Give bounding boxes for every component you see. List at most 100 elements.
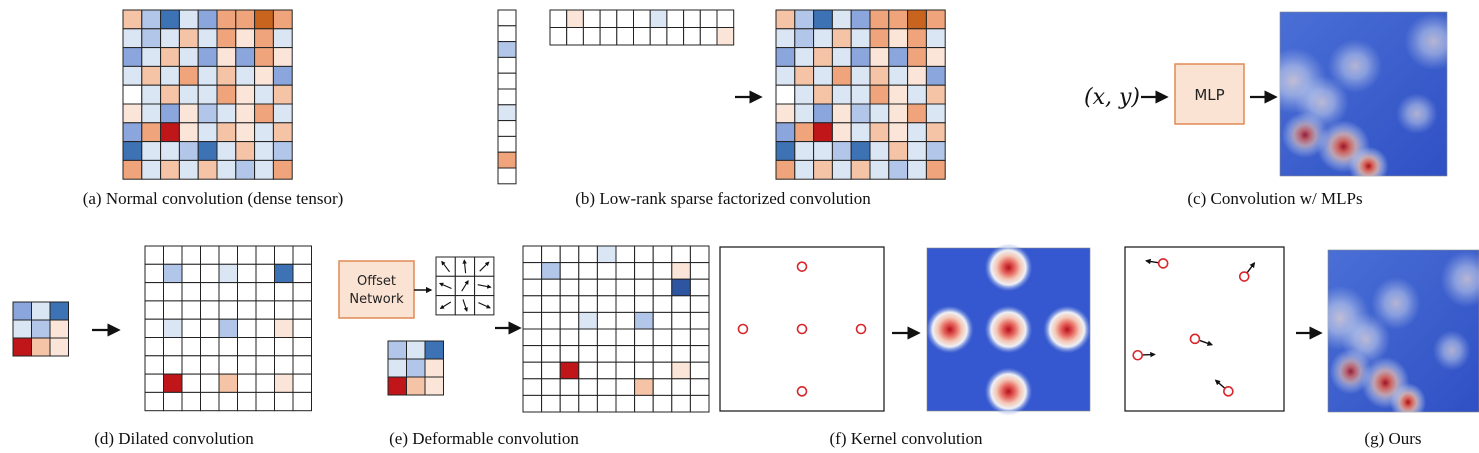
- reconstructed-cell: [813, 103, 833, 124]
- offset-arrow: [479, 261, 490, 272]
- reconstructed-cell: [888, 159, 909, 180]
- reconstructed-cell: [850, 103, 871, 124]
- deformable-grid-cell: [689, 295, 710, 313]
- reconstructed-cell: [831, 28, 852, 49]
- dense-tensor-cell: [272, 103, 293, 124]
- reconstructed-cell: [813, 9, 833, 30]
- factor-row-cell: [666, 9, 685, 28]
- dense-tensor-cell: [235, 9, 256, 30]
- dilated-kernel-cell: [49, 319, 69, 339]
- factor-row-cell: [666, 27, 685, 46]
- caption-b: (b) Low-rank sparse factorized convoluti…: [575, 189, 871, 208]
- deformable-grid-cell: [559, 311, 580, 330]
- dense-tensor-cell: [216, 47, 237, 67]
- dense-tensor-cell: [272, 122, 293, 143]
- reconstructed-cell: [775, 65, 796, 86]
- factor-row-cell: [599, 9, 618, 28]
- dilated-grid-cell: [181, 263, 201, 284]
- dense-tensor-cell: [216, 84, 237, 105]
- dilated-grid-cell: [144, 282, 164, 302]
- dense-tensor-cell: [160, 141, 180, 161]
- dense-tensor-cell: [254, 47, 274, 67]
- reconstructed-cell: [775, 103, 796, 124]
- dilated-grid-cell: [181, 373, 201, 393]
- deformable-grid-cell: [522, 278, 543, 297]
- dilated-grid-cell: [237, 337, 257, 357]
- factor-column-cell: [497, 41, 517, 58]
- dilated-grid-cell: [144, 391, 164, 412]
- dense-tensor-cell: [141, 65, 162, 86]
- deformable-kernel-3x3: [387, 340, 444, 396]
- dense-tensor-grid: [122, 9, 293, 180]
- factor-column-cell: [497, 88, 517, 106]
- heatmap-blob: [1389, 382, 1427, 412]
- reconstructed-cell: [925, 159, 946, 180]
- deformable-grid-cell: [652, 311, 673, 330]
- dilated-grid-cell: [292, 355, 312, 375]
- dense-tensor-cell: [272, 65, 293, 86]
- dense-tensor-cell: [272, 28, 293, 49]
- reconstructed-cell: [775, 47, 796, 67]
- deformable-kernel-cell: [424, 376, 444, 396]
- reconstructed-cell: [925, 141, 946, 161]
- dense-tensor-cell: [160, 122, 180, 143]
- reconstructed-cell: [907, 141, 927, 161]
- dense-tensor-cell: [160, 65, 180, 86]
- reconstructed-cell: [869, 159, 890, 180]
- ours-heatmap: [1327, 249, 1479, 413]
- deformable-grid-cell: [689, 328, 710, 347]
- learned-point: [1157, 258, 1169, 269]
- deformable-grid-cell: [541, 262, 561, 280]
- dense-tensor-cell: [197, 28, 218, 49]
- dilated-grid-cell: [163, 300, 183, 320]
- deformable-grid-cell: [578, 345, 598, 363]
- reconstructed-cell: [850, 28, 871, 49]
- dense-tensor-cell: [141, 141, 162, 161]
- dense-tensor-cell: [235, 47, 256, 67]
- deformable-grid-cell: [541, 245, 561, 264]
- caption-a: (a) Normal convolution (dense tensor): [83, 189, 344, 208]
- deformable-kernel-cell: [387, 358, 407, 378]
- offset-arrow: [462, 299, 468, 312]
- dilated-grid-cell: [292, 263, 312, 284]
- dilated-grid-cell: [200, 282, 220, 302]
- deformable-grid-cell: [652, 245, 673, 264]
- dense-tensor-cell: [160, 28, 180, 49]
- reconstructed-cell: [925, 9, 946, 30]
- deformable-grid-cell: [689, 394, 710, 413]
- deformable-grid-cell: [689, 378, 710, 396]
- dilated-kernel-cell: [49, 337, 69, 357]
- deformable-grid-cell: [615, 262, 636, 280]
- motion-arrow: [1199, 339, 1214, 346]
- offset-field-grid: [435, 256, 495, 316]
- caption-e: (e) Deformable convolution: [389, 429, 579, 448]
- kernel-point: [796, 386, 808, 397]
- caption-c: (c) Convolution w/ MLPs: [1187, 189, 1362, 208]
- dense-tensor-cell: [160, 84, 180, 105]
- dilated-grid-cell: [181, 355, 201, 375]
- dilated-grid-cell: [181, 337, 201, 357]
- deformable-grid-cell: [615, 245, 636, 264]
- dense-tensor-cell: [235, 122, 256, 143]
- dilated-grid-cell: [274, 355, 294, 375]
- dense-tensor-cell: [197, 65, 218, 86]
- reconstructed-cell: [813, 141, 833, 161]
- deformable-grid-cell: [578, 278, 598, 297]
- dilated-grid-cell: [237, 300, 257, 320]
- reconstructed-cell: [869, 103, 890, 124]
- dilated-grid-cell: [218, 318, 238, 339]
- dilated-grid-cell: [237, 263, 257, 284]
- kernel-gaussian: [925, 305, 974, 354]
- dilated-grid-cell: [237, 245, 257, 265]
- dense-tensor-cell: [254, 65, 274, 86]
- kernel-point: [737, 323, 749, 335]
- offset-arrow: [438, 282, 452, 290]
- reconstructed-cell: [869, 28, 890, 49]
- reconstructed-cell: [925, 47, 946, 67]
- offset-arrow: [478, 302, 491, 309]
- reconstructed-cell: [869, 9, 890, 30]
- motion-arrow: [1246, 262, 1256, 273]
- reconstructed-cell: [794, 103, 815, 124]
- dilated-grid-cell: [200, 373, 220, 393]
